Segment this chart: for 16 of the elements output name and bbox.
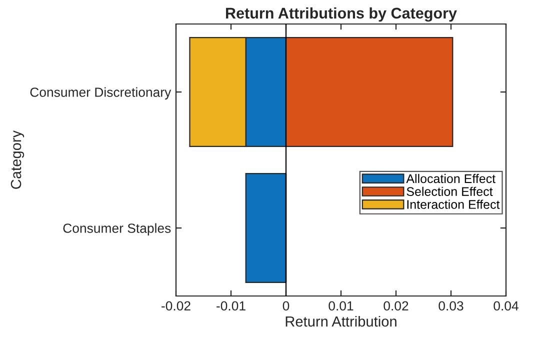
x-tick-label: 0 [282,301,290,311]
x-tick-label: 0.03 [438,301,464,311]
legend-label: Allocation Effect [406,174,496,184]
x-tick-label: -0.01 [216,301,246,311]
y-tick-label: Consumer Discretionary [30,87,172,100]
legend-label: Selection Effect [406,186,493,196]
legend-label: Interaction Effect [407,200,500,209]
x-tick-label: -0.02 [162,301,190,311]
y-axis-title: Category [10,130,24,189]
x-axis-title: Return Attribution [286,316,396,327]
x-tick-label: 0.04 [494,301,518,311]
x-tick-label: 0.02 [384,301,408,311]
bar [245,173,287,283]
chart-title: Return Attributions by Category [226,7,457,22]
y-tick-label: Consumer Staples [63,223,171,236]
x-tick-label: 0.01 [328,301,354,311]
